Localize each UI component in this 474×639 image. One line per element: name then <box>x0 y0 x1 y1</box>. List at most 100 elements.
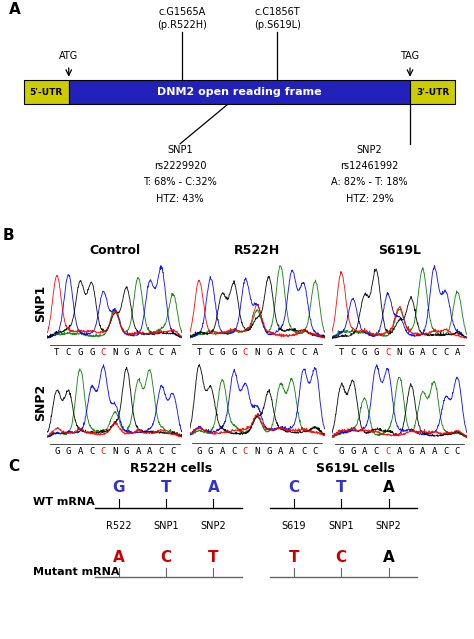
Text: S619L cells: S619L cells <box>316 463 395 475</box>
Text: G: G <box>374 348 379 357</box>
Text: C: C <box>147 348 153 357</box>
Text: C: C <box>385 348 391 357</box>
Text: A: A <box>136 348 141 357</box>
Bar <box>410 79 455 104</box>
Text: G: G <box>408 348 414 357</box>
Text: A: A <box>9 2 20 17</box>
Text: C: C <box>160 550 172 564</box>
Text: S619L: S619L <box>378 244 421 257</box>
Text: C: C <box>431 348 437 357</box>
Text: C: C <box>385 447 391 456</box>
Text: A: A <box>397 447 402 456</box>
Text: Mutant mRNA: Mutant mRNA <box>33 567 119 576</box>
Text: A: A <box>136 447 141 456</box>
Text: rs12461992: rs12461992 <box>340 161 399 171</box>
Text: N: N <box>397 348 402 357</box>
Text: N: N <box>255 447 260 456</box>
Text: C: C <box>350 348 356 357</box>
Text: C: C <box>159 348 164 357</box>
Text: G: G <box>66 447 71 456</box>
Text: G: G <box>266 348 272 357</box>
Text: SNP2: SNP2 <box>35 384 47 421</box>
Text: C: C <box>100 447 106 456</box>
Text: A: A <box>219 447 225 456</box>
Text: A: A <box>383 550 394 564</box>
Text: G: G <box>196 447 202 456</box>
Text: B: B <box>2 228 14 243</box>
Text: T: T <box>208 550 219 564</box>
Text: C: C <box>374 447 379 456</box>
Text: G: G <box>231 348 237 357</box>
Text: R522H: R522H <box>234 244 280 257</box>
Text: G: G <box>54 447 60 456</box>
Text: ATG: ATG <box>59 51 78 61</box>
Text: A: A <box>420 447 425 456</box>
Text: SNP2: SNP2 <box>376 521 401 530</box>
Text: A: A <box>431 447 437 456</box>
Text: C: C <box>301 447 306 456</box>
Text: C: C <box>336 550 347 564</box>
Text: DNM2 open reading frame: DNM2 open reading frame <box>157 87 322 97</box>
Text: T: T <box>196 348 202 357</box>
Text: T: T <box>338 348 344 357</box>
Text: N: N <box>112 348 118 357</box>
Text: G: G <box>124 447 129 456</box>
Text: C: C <box>443 447 448 456</box>
Text: G: G <box>338 447 344 456</box>
Text: G: G <box>362 348 367 357</box>
Text: T: 68% - C:32%: T: 68% - C:32% <box>143 178 217 187</box>
Text: A: A <box>312 348 318 357</box>
Text: HTZ: 29%: HTZ: 29% <box>346 194 393 204</box>
Text: SNP1: SNP1 <box>167 145 193 155</box>
Text: C: C <box>312 447 318 456</box>
Text: T: T <box>54 348 60 357</box>
Text: C: C <box>231 447 237 456</box>
Text: A: A <box>147 447 153 456</box>
Text: G: G <box>350 447 356 456</box>
Text: T: T <box>289 550 299 564</box>
Text: C: C <box>208 348 213 357</box>
Text: c.G1565A
(p.R522H): c.G1565A (p.R522H) <box>157 7 208 29</box>
Text: c.C1856T
(p.S619L): c.C1856T (p.S619L) <box>254 7 301 29</box>
Text: HTZ: 43%: HTZ: 43% <box>156 194 204 204</box>
Text: 5'-UTR: 5'-UTR <box>29 88 63 96</box>
Text: R522H cells: R522H cells <box>129 463 212 475</box>
Text: WT mRNA: WT mRNA <box>33 497 95 507</box>
Text: C: C <box>288 481 300 495</box>
Text: C: C <box>243 348 248 357</box>
Text: R522: R522 <box>106 521 131 530</box>
Text: G: G <box>266 447 272 456</box>
Text: C: C <box>170 447 176 456</box>
Text: A: A <box>362 447 367 456</box>
Text: A: A <box>455 348 460 357</box>
Text: A: A <box>278 447 283 456</box>
Text: C: C <box>159 447 164 456</box>
Text: A: A <box>383 481 394 495</box>
Text: G: G <box>124 348 129 357</box>
Text: C: C <box>243 447 248 456</box>
Bar <box>24 79 69 104</box>
Text: A: 82% - T: 18%: A: 82% - T: 18% <box>331 178 408 187</box>
Text: C: C <box>443 348 448 357</box>
Text: A: A <box>278 348 283 357</box>
Text: C: C <box>9 459 19 473</box>
Text: A: A <box>113 550 124 564</box>
Text: A: A <box>289 447 295 456</box>
Text: SNP1: SNP1 <box>328 521 354 530</box>
Text: Control: Control <box>90 244 140 257</box>
Text: G: G <box>112 481 125 495</box>
Text: TAG: TAG <box>401 51 419 61</box>
Text: C: C <box>301 348 306 357</box>
Text: SNP2: SNP2 <box>357 145 383 155</box>
Text: A: A <box>170 348 176 357</box>
Text: A: A <box>208 481 219 495</box>
Text: G: G <box>208 447 213 456</box>
Text: SNP2: SNP2 <box>201 521 226 530</box>
Text: 3'-UTR: 3'-UTR <box>416 88 449 96</box>
Text: C: C <box>455 447 460 456</box>
Text: A: A <box>420 348 425 357</box>
Text: N: N <box>112 447 118 456</box>
Text: G: G <box>219 348 225 357</box>
Text: SNP1: SNP1 <box>35 285 47 322</box>
Text: G: G <box>77 348 83 357</box>
